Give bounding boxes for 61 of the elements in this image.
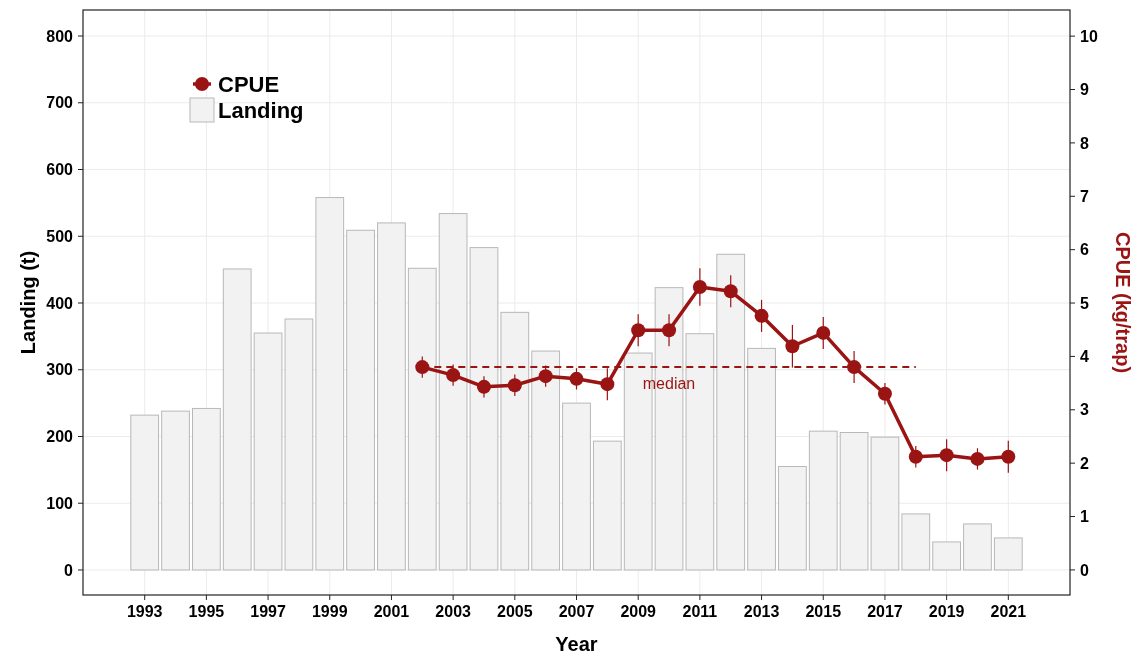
x-tick-label: 1993 [126,603,163,620]
point [816,325,831,340]
point [908,449,923,464]
y-tick-label: 300 [46,361,74,379]
y-axis-title: Landing (t) [17,250,39,355]
y2-tick-label: 4 [1080,348,1089,366]
point [476,379,491,394]
point [569,371,584,386]
legend-label: CPUE [218,71,280,97]
y-tick-label: 400 [46,294,74,312]
x-tick-label: 2007 [558,603,595,620]
y2-tick-label: 9 [1080,81,1089,99]
y2-tick-label: 10 [1080,27,1098,45]
x-tick-label: 2001 [373,603,410,620]
x-axis-title: Year [555,633,598,655]
y-tick-label: 0 [64,561,74,579]
point [1001,449,1016,464]
point [415,360,430,375]
x-tick-label: 2009 [620,603,657,620]
y-tick-label: 600 [46,161,74,179]
point [754,308,769,323]
y2-tick-label: 7 [1080,187,1089,205]
point [631,323,646,338]
point [692,280,707,295]
x-tick-label: 2015 [805,603,842,620]
point [600,377,615,392]
point [507,378,522,393]
y-tick-label: 200 [46,428,74,446]
point [723,284,738,299]
point [939,448,954,463]
y-tick-label: 700 [46,94,74,112]
x-tick-label: 2019 [928,603,965,620]
ref-line-label: median [642,375,696,393]
point [847,360,862,375]
point [877,386,892,401]
x-tick-label: 2011 [682,603,718,620]
point [662,323,677,338]
legend-label: Landing [218,97,304,123]
y2-tick-label: 2 [1080,454,1089,472]
y-tick-label: 100 [46,494,74,512]
x-tick-label: 1999 [311,603,348,620]
point [785,339,800,354]
y2-tick-label: 5 [1080,294,1089,312]
y2-tick-label: 1 [1080,508,1089,526]
point [446,368,461,383]
x-tick-label: 2003 [435,603,472,620]
x-tick-label: 2013 [743,603,780,620]
y2-tick-label: 0 [1080,561,1089,579]
x-tick-label: 1995 [188,603,225,620]
x-tick-label: 2005 [497,603,533,620]
y2-tick-label: 8 [1080,134,1089,152]
y2-tick-label: 3 [1080,401,1089,419]
y2-tick-label: 6 [1080,241,1089,259]
y-tick-label: 500 [46,227,74,245]
point [538,369,553,384]
x-tick-label: 2021 [990,603,1027,620]
y2-axis-title: CPUE (kg/trap) [1112,231,1134,374]
x-tick-label: 2017 [867,603,903,620]
x-tick-label: 1997 [250,603,286,620]
point [970,451,985,466]
y-tick-label: 800 [46,27,74,45]
